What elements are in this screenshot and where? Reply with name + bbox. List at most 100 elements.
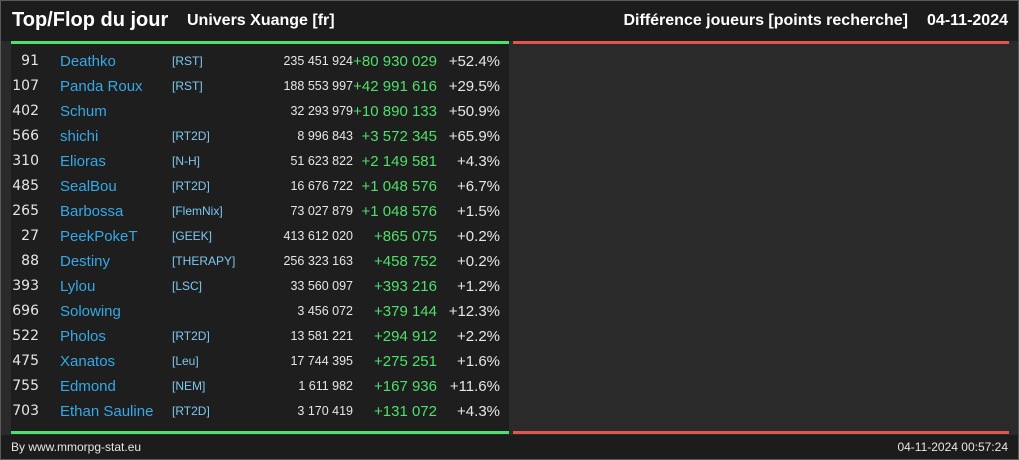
points-difference: +80 930 029 [353, 53, 437, 70]
alliance-tag-link[interactable]: [LSC] [172, 279, 203, 293]
report-date: 04-11-2024 [927, 12, 1008, 29]
percent-change: +4.3% [457, 153, 500, 170]
top-accent-bar [11, 41, 509, 44]
player-row: 566 shichi [RT2D] 8 996 843 +3 572 345 +65.9% [11, 124, 509, 149]
player-row: 88 Destiny [THERAPY] 256 323 163 +458 752 +0.… [11, 249, 509, 274]
alliance-tag-link[interactable]: [THERAPY] [172, 254, 236, 268]
player-name-link[interactable]: Elioras [60, 153, 106, 170]
player-points: 73 027 879 [290, 204, 353, 218]
points-difference: +294 912 [374, 328, 437, 345]
player-rank: 107 [12, 78, 39, 94]
alliance-tag-link[interactable]: [RT2D] [172, 404, 210, 418]
player-row: 27 PeekPokeT [GEEK] 413 612 020 +865 075 +0.2… [11, 224, 509, 249]
player-points: 1 611 982 [298, 379, 353, 393]
player-points: 13 581 221 [290, 329, 353, 343]
player-rank: 485 [12, 178, 39, 194]
player-name-link[interactable]: Edmond [60, 378, 116, 395]
player-row: 107 Panda Roux [RST] 188 553 997 +42 991 616… [11, 74, 509, 99]
points-difference: +3 572 345 [361, 128, 438, 145]
generated-timestamp: 04-11-2024 00:57:24 [897, 440, 1008, 454]
player-rank: 310 [12, 153, 39, 169]
player-rank: 91 [21, 53, 39, 69]
percent-change: +0.2% [457, 228, 500, 245]
alliance-tag-link[interactable]: [Leu] [172, 354, 199, 368]
player-rank: 522 [12, 328, 39, 344]
player-name-link[interactable]: Deathko [60, 53, 116, 70]
percent-change: +1.2% [457, 278, 500, 295]
top-players-panel: 91 Deathko [RST] 235 451 924 +80 930 029 +52.… [11, 41, 509, 434]
points-difference: +131 072 [374, 403, 437, 420]
page-title: Top/Flop du jour [12, 9, 169, 31]
player-rank: 393 [12, 278, 39, 294]
player-row: 402 Schum 32 293 979 +10 890 133 +50.9% [11, 99, 509, 124]
alliance-tag-link[interactable]: [RT2D] [172, 129, 210, 143]
header-bar: Top/Flop du jour Univers Xuange [fr] Dif… [1, 1, 1018, 41]
alliance-tag-link[interactable]: [GEEK] [172, 229, 213, 243]
alliance-tag-link[interactable]: [N-H] [172, 154, 200, 168]
alliance-tag-link[interactable]: [RT2D] [172, 179, 210, 193]
points-difference: +458 752 [374, 253, 437, 270]
site-credit-link[interactable]: By www.mmorpg-stat.eu [11, 440, 142, 454]
alliance-tag-link[interactable]: [NEM] [172, 379, 206, 393]
player-points: 235 451 924 [283, 54, 353, 68]
player-row: 696 Solowing 3 456 072 +379 144 +12.3% [11, 299, 509, 324]
percent-change: +12.3% [448, 303, 500, 320]
alliance-tag-link[interactable]: [RST] [172, 79, 203, 93]
player-rank: 27 [21, 228, 39, 244]
points-difference: +167 936 [374, 378, 437, 395]
player-points: 8 996 843 [297, 129, 353, 143]
player-name-link[interactable]: Destiny [60, 253, 111, 270]
alliance-tag-link[interactable]: [RST] [172, 54, 203, 68]
points-difference: +1 048 576 [361, 203, 438, 220]
player-points: 16 676 722 [290, 179, 353, 193]
player-points: 17 744 395 [290, 354, 353, 368]
percent-change: +29.5% [448, 78, 500, 95]
player-name-link[interactable]: Panda Roux [60, 78, 143, 95]
player-name-link[interactable]: Barbossa [60, 203, 124, 220]
footer-bar: By www.mmorpg-stat.eu 04-11-2024 00:57:2… [1, 435, 1018, 459]
player-rank: 88 [21, 253, 39, 269]
player-points: 188 553 997 [283, 79, 353, 93]
percent-change: +1.5% [457, 203, 500, 220]
flop-accent-bar [513, 41, 1009, 44]
alliance-tag-link[interactable]: [FlemNix] [172, 204, 223, 218]
player-name-link[interactable]: Schum [60, 103, 107, 120]
player-points: 32 293 979 [290, 104, 353, 118]
player-rank: 696 [12, 303, 39, 319]
player-name-link[interactable]: shichi [60, 128, 99, 145]
points-difference: +379 144 [374, 303, 437, 320]
points-difference: +1 048 576 [361, 178, 438, 195]
player-name-link[interactable]: Solowing [60, 303, 121, 320]
player-row: 475 Xanatos [Leu] 17 744 395 +275 251 +1.6% [11, 349, 509, 374]
player-rank: 703 [12, 403, 39, 419]
player-row: 393 Lylou [LSC] 33 560 097 +393 216 +1.2% [11, 274, 509, 299]
percent-change: +4.3% [457, 403, 500, 420]
flop-players-panel [513, 41, 1009, 434]
percent-change: +65.9% [448, 128, 500, 145]
player-rank: 475 [12, 353, 39, 369]
alliance-tag-link[interactable]: [RT2D] [172, 329, 210, 343]
player-row: 485 SealBou [RT2D] 16 676 722 +1 048 576 +6.7… [11, 174, 509, 199]
percent-change: +1.6% [457, 353, 500, 370]
percent-change: +0.2% [457, 253, 500, 270]
points-difference: +42 991 616 [353, 78, 437, 95]
player-name-link[interactable]: Pholos [60, 328, 106, 345]
top-accent-bar-bottom [11, 431, 509, 434]
player-points: 51 623 822 [290, 154, 353, 168]
player-name-link[interactable]: SealBou [60, 178, 117, 195]
player-name-link[interactable]: Xanatos [60, 353, 116, 370]
player-points: 3 170 419 [297, 404, 353, 418]
universe-label: Univers Xuange [fr] [187, 12, 335, 29]
player-row: 703 Ethan Sauline [RT2D] 3 170 419 +131 072 +… [11, 399, 509, 424]
flop-accent-bar-bottom [513, 431, 1009, 434]
player-name-link[interactable]: Lylou [60, 278, 96, 295]
player-rank: 402 [12, 103, 39, 119]
player-row: 265 Barbossa [FlemNix] 73 027 879 +1 048 576… [11, 199, 509, 224]
percent-change: +6.7% [457, 178, 500, 195]
player-name-link[interactable]: PeekPokeT [60, 228, 138, 245]
player-name-link[interactable]: Ethan Sauline [60, 403, 154, 420]
player-rank: 265 [12, 203, 39, 219]
points-difference: +393 216 [374, 278, 437, 295]
points-difference: +275 251 [374, 353, 437, 370]
